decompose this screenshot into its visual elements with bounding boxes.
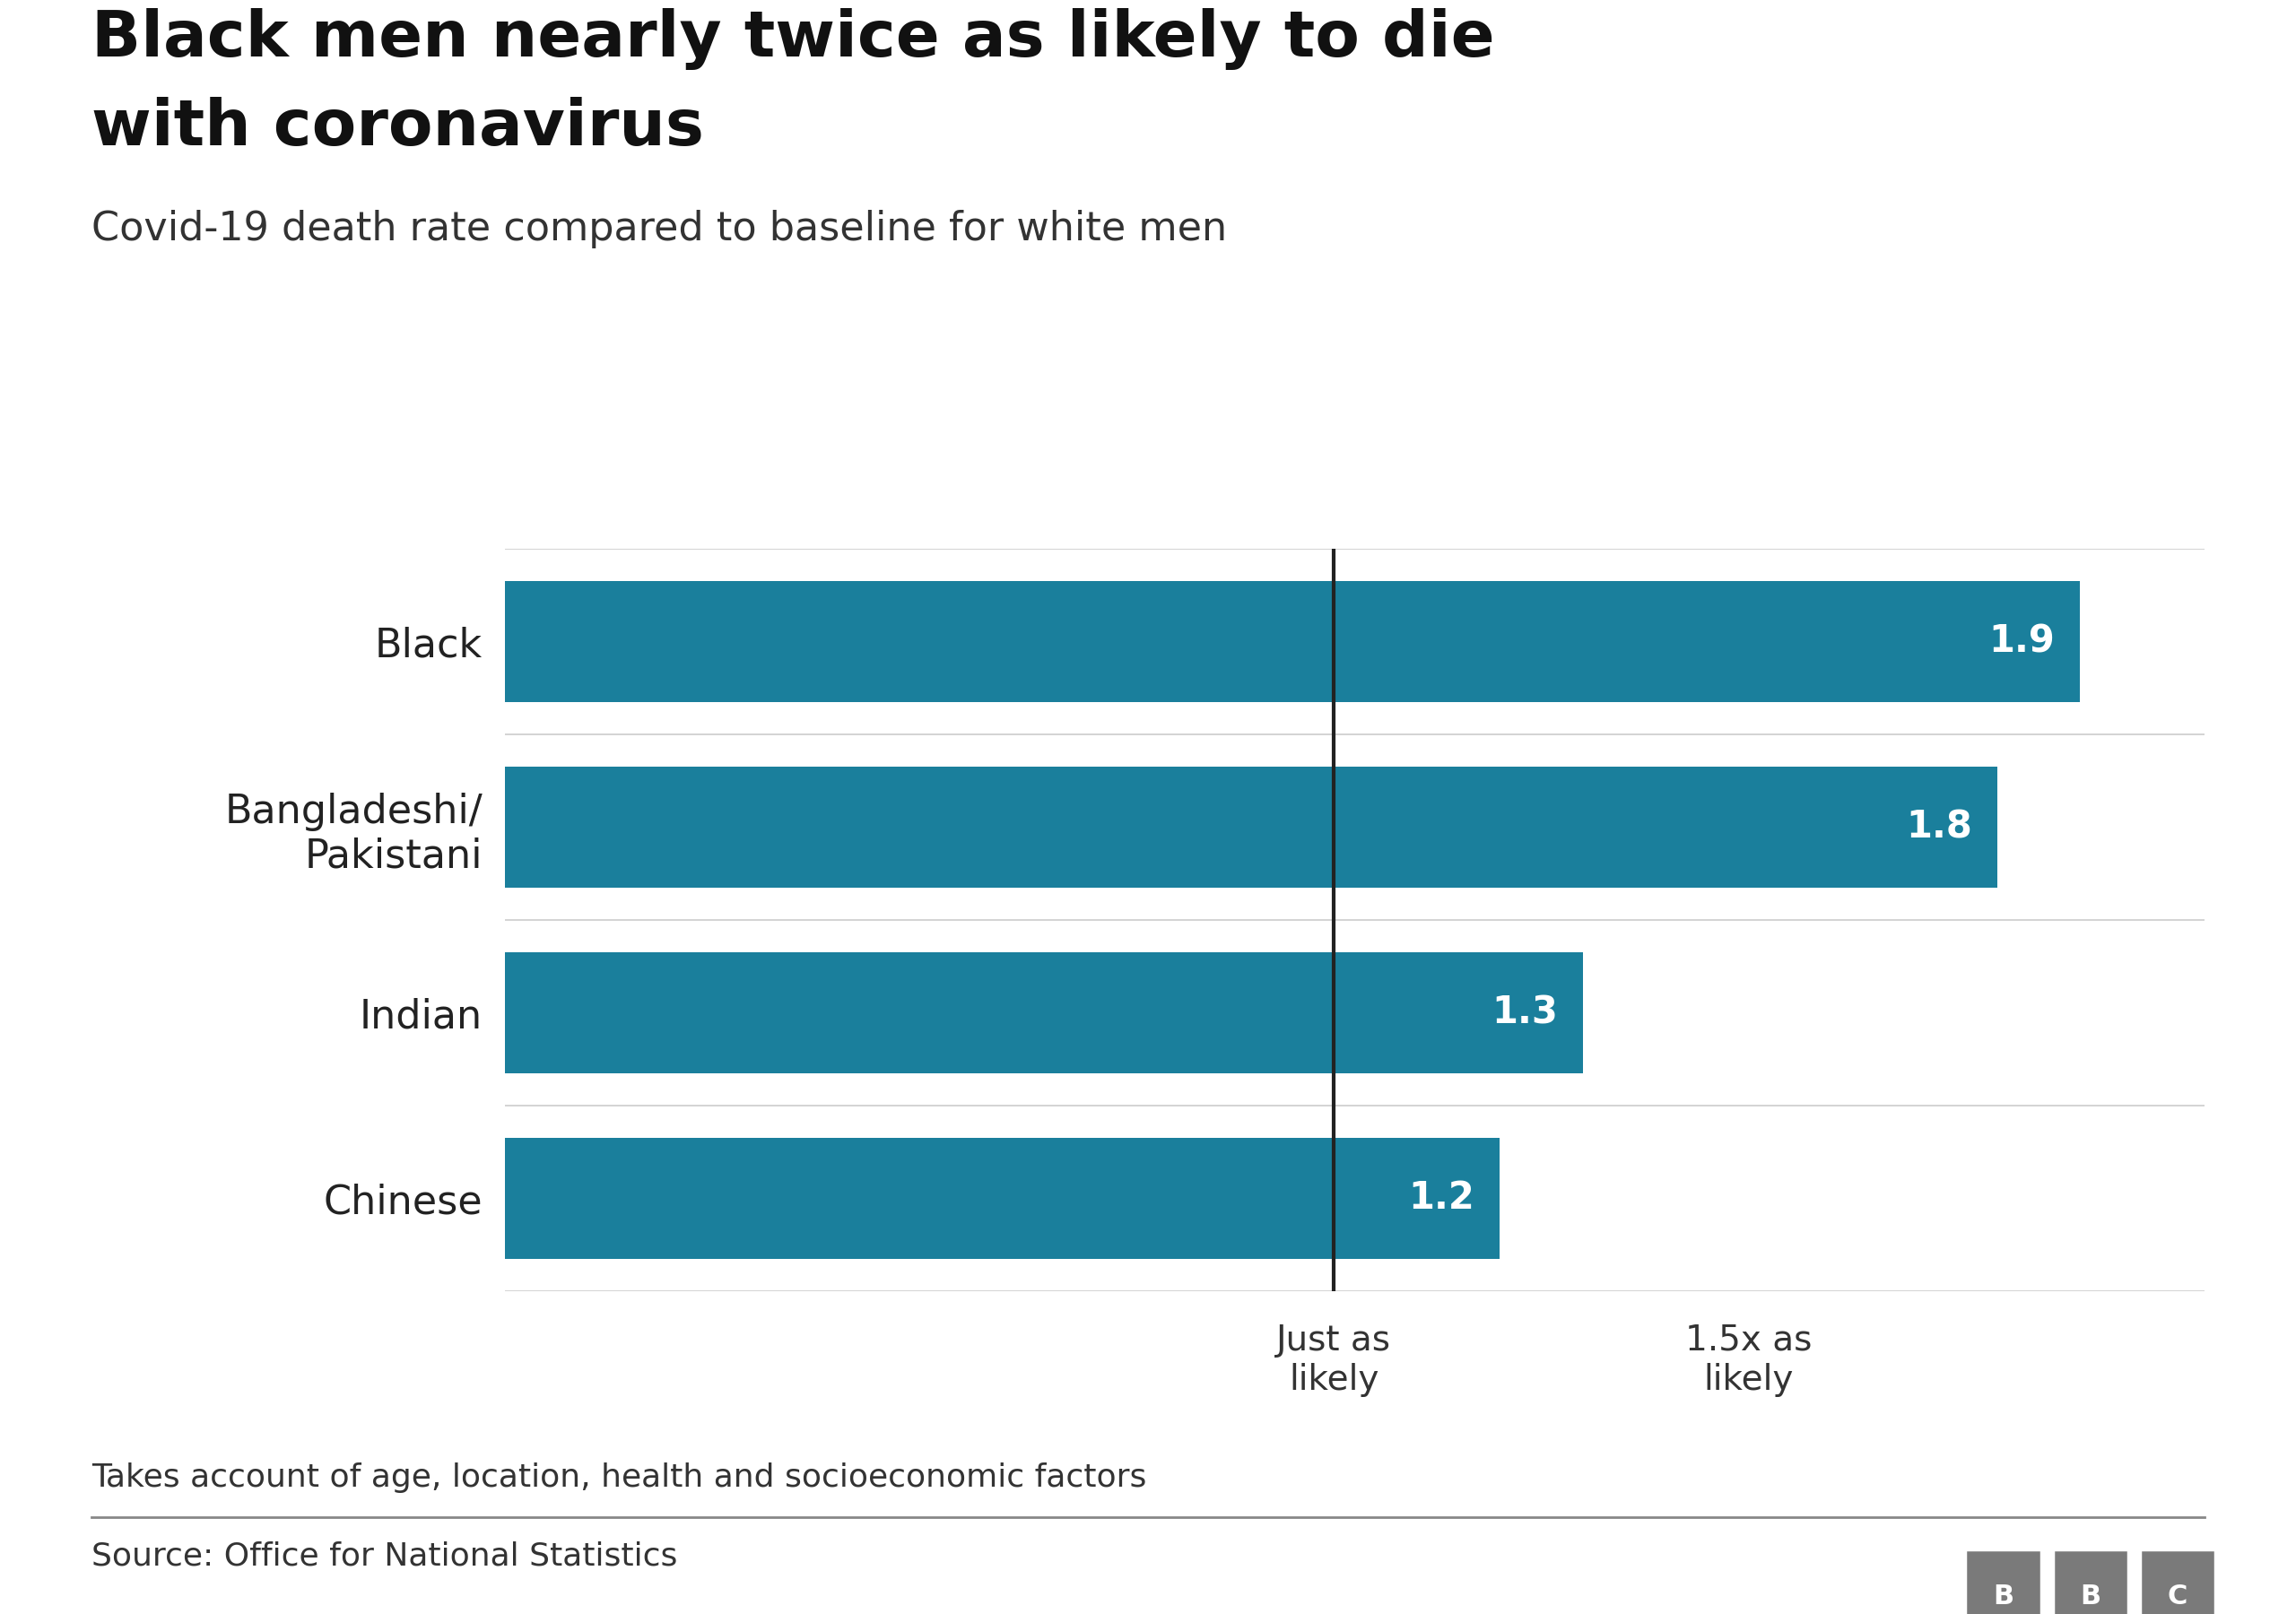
Text: Black men nearly twice as likely to die: Black men nearly twice as likely to die xyxy=(92,8,1495,69)
Bar xyxy=(505,1138,1499,1259)
Text: 1.2: 1.2 xyxy=(1410,1180,1474,1217)
Text: Just as
likely: Just as likely xyxy=(1277,1323,1391,1398)
Text: Covid-19 death rate compared to baseline for white men: Covid-19 death rate compared to baseline… xyxy=(92,210,1228,249)
Text: Source: Office for National Statistics: Source: Office for National Statistics xyxy=(92,1541,677,1572)
Bar xyxy=(505,581,2080,702)
Text: B: B xyxy=(1993,1583,2014,1609)
Text: with coronavirus: with coronavirus xyxy=(92,97,705,158)
Text: B: B xyxy=(2080,1583,2101,1609)
Text: Takes account of age, location, health and socioeconomic factors: Takes account of age, location, health a… xyxy=(92,1462,1148,1493)
Text: 1.9: 1.9 xyxy=(1988,623,2055,660)
Text: C: C xyxy=(2167,1583,2188,1609)
Text: 1.5x as
likely: 1.5x as likely xyxy=(1685,1323,1812,1398)
Bar xyxy=(505,952,1582,1073)
Text: 1.3: 1.3 xyxy=(1492,994,1557,1031)
Text: 1.8: 1.8 xyxy=(1906,809,1972,846)
Bar xyxy=(505,767,1998,888)
